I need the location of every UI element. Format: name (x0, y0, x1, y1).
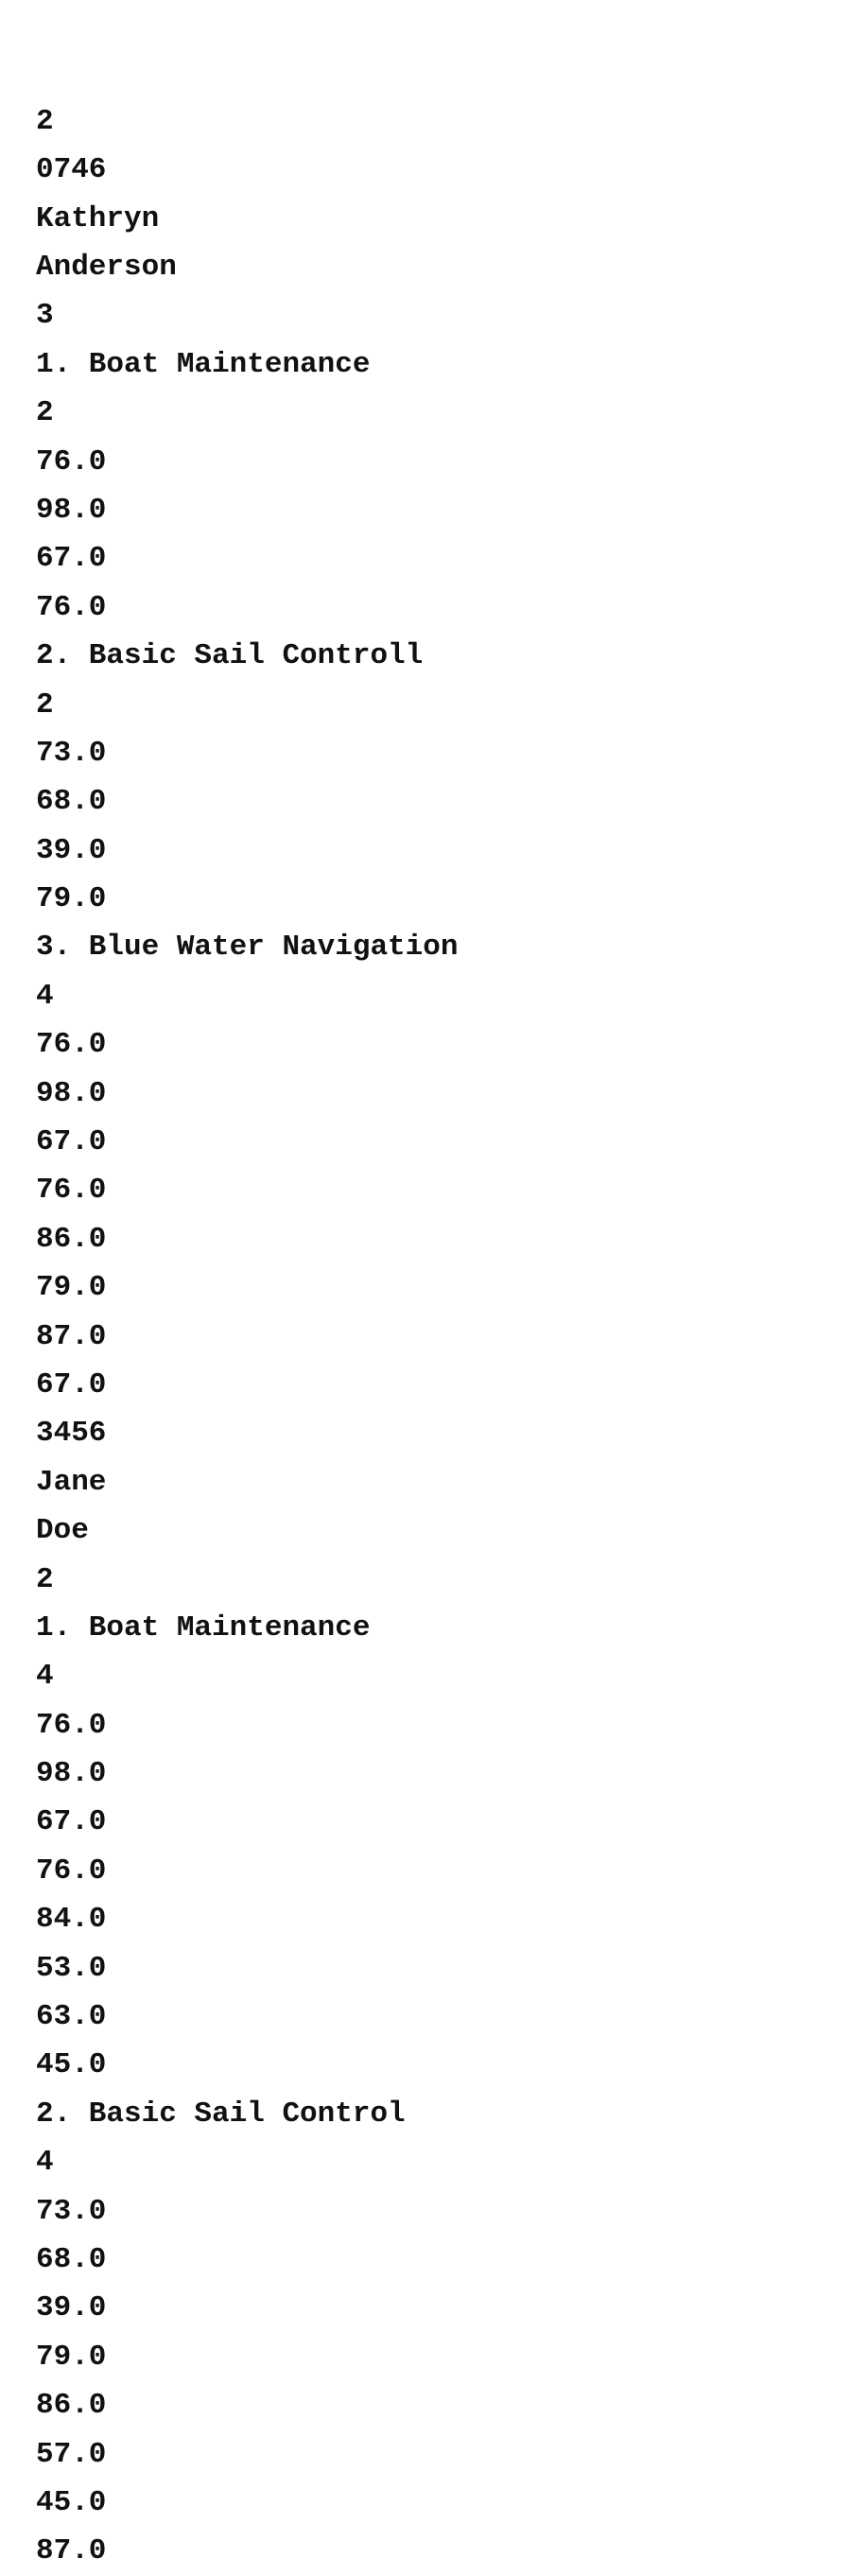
text-line: 67.0 (36, 1125, 107, 1159)
text-line: 39.0 (36, 2291, 107, 2325)
text-line: 0746 (36, 153, 107, 187)
text-line: 57.0 (36, 2437, 107, 2471)
text-line: 98.0 (36, 1076, 107, 1110)
text-line: 53.0 (36, 1951, 107, 1985)
text-line: 39.0 (36, 833, 107, 867)
text-line: 79.0 (36, 1271, 107, 1305)
text-line: Kathryn (36, 201, 160, 235)
text-line: 76.0 (36, 1854, 107, 1888)
text-line: 73.0 (36, 736, 107, 770)
text-line: 45.0 (36, 2048, 107, 2082)
text-line: 76.0 (36, 444, 107, 479)
text-line: Anderson (36, 250, 177, 284)
text-line: 84.0 (36, 1903, 107, 1937)
text-line: 67.0 (36, 542, 107, 576)
text-line: 68.0 (36, 785, 107, 819)
text-line: 45.0 (36, 2485, 107, 2519)
text-line: 2 (36, 1562, 54, 1596)
text-line: 87.0 (36, 1319, 107, 1353)
text-line: 1. Boat Maintenance (36, 347, 371, 381)
text-line: 3. Blue Water Navigation (36, 931, 459, 965)
text-line: 2. Basic Sail Controll (36, 639, 424, 673)
text-line: 76.0 (36, 590, 107, 624)
text-line: 2 (36, 396, 54, 430)
text-line: 87.0 (36, 2534, 107, 2568)
text-line: 2 (36, 688, 54, 722)
text-line: 68.0 (36, 2243, 107, 2276)
text-line: Jane (36, 1465, 107, 1499)
text-line: 98.0 (36, 1757, 107, 1791)
text-line: 4 (36, 2146, 54, 2180)
text-line: 4 (36, 979, 54, 1013)
text-line: 98.0 (36, 493, 107, 527)
text-line: 67.0 (36, 1805, 107, 1839)
text-line: 76.0 (36, 1174, 107, 1208)
text-line: 2. Basic Sail Control (36, 2097, 406, 2131)
text-line: 86.0 (36, 1222, 107, 1256)
text-line: 79.0 (36, 882, 107, 916)
text-line: 1. Boat Maintenance (36, 1610, 371, 1645)
text-line: 3456 (36, 1417, 107, 1451)
text-line: 76.0 (36, 1708, 107, 1742)
text-line: 79.0 (36, 2340, 107, 2374)
text-line: 67.0 (36, 1367, 107, 1401)
text-line: 4 (36, 1660, 54, 1694)
text-line: 86.0 (36, 2389, 107, 2423)
text-line: 2 (36, 104, 54, 138)
text-line: 3 (36, 299, 54, 333)
text-line: 76.0 (36, 1028, 107, 1062)
text-line: 63.0 (36, 2000, 107, 2034)
text-line: 73.0 (36, 2194, 107, 2228)
text-line: Doe (36, 1514, 89, 1548)
